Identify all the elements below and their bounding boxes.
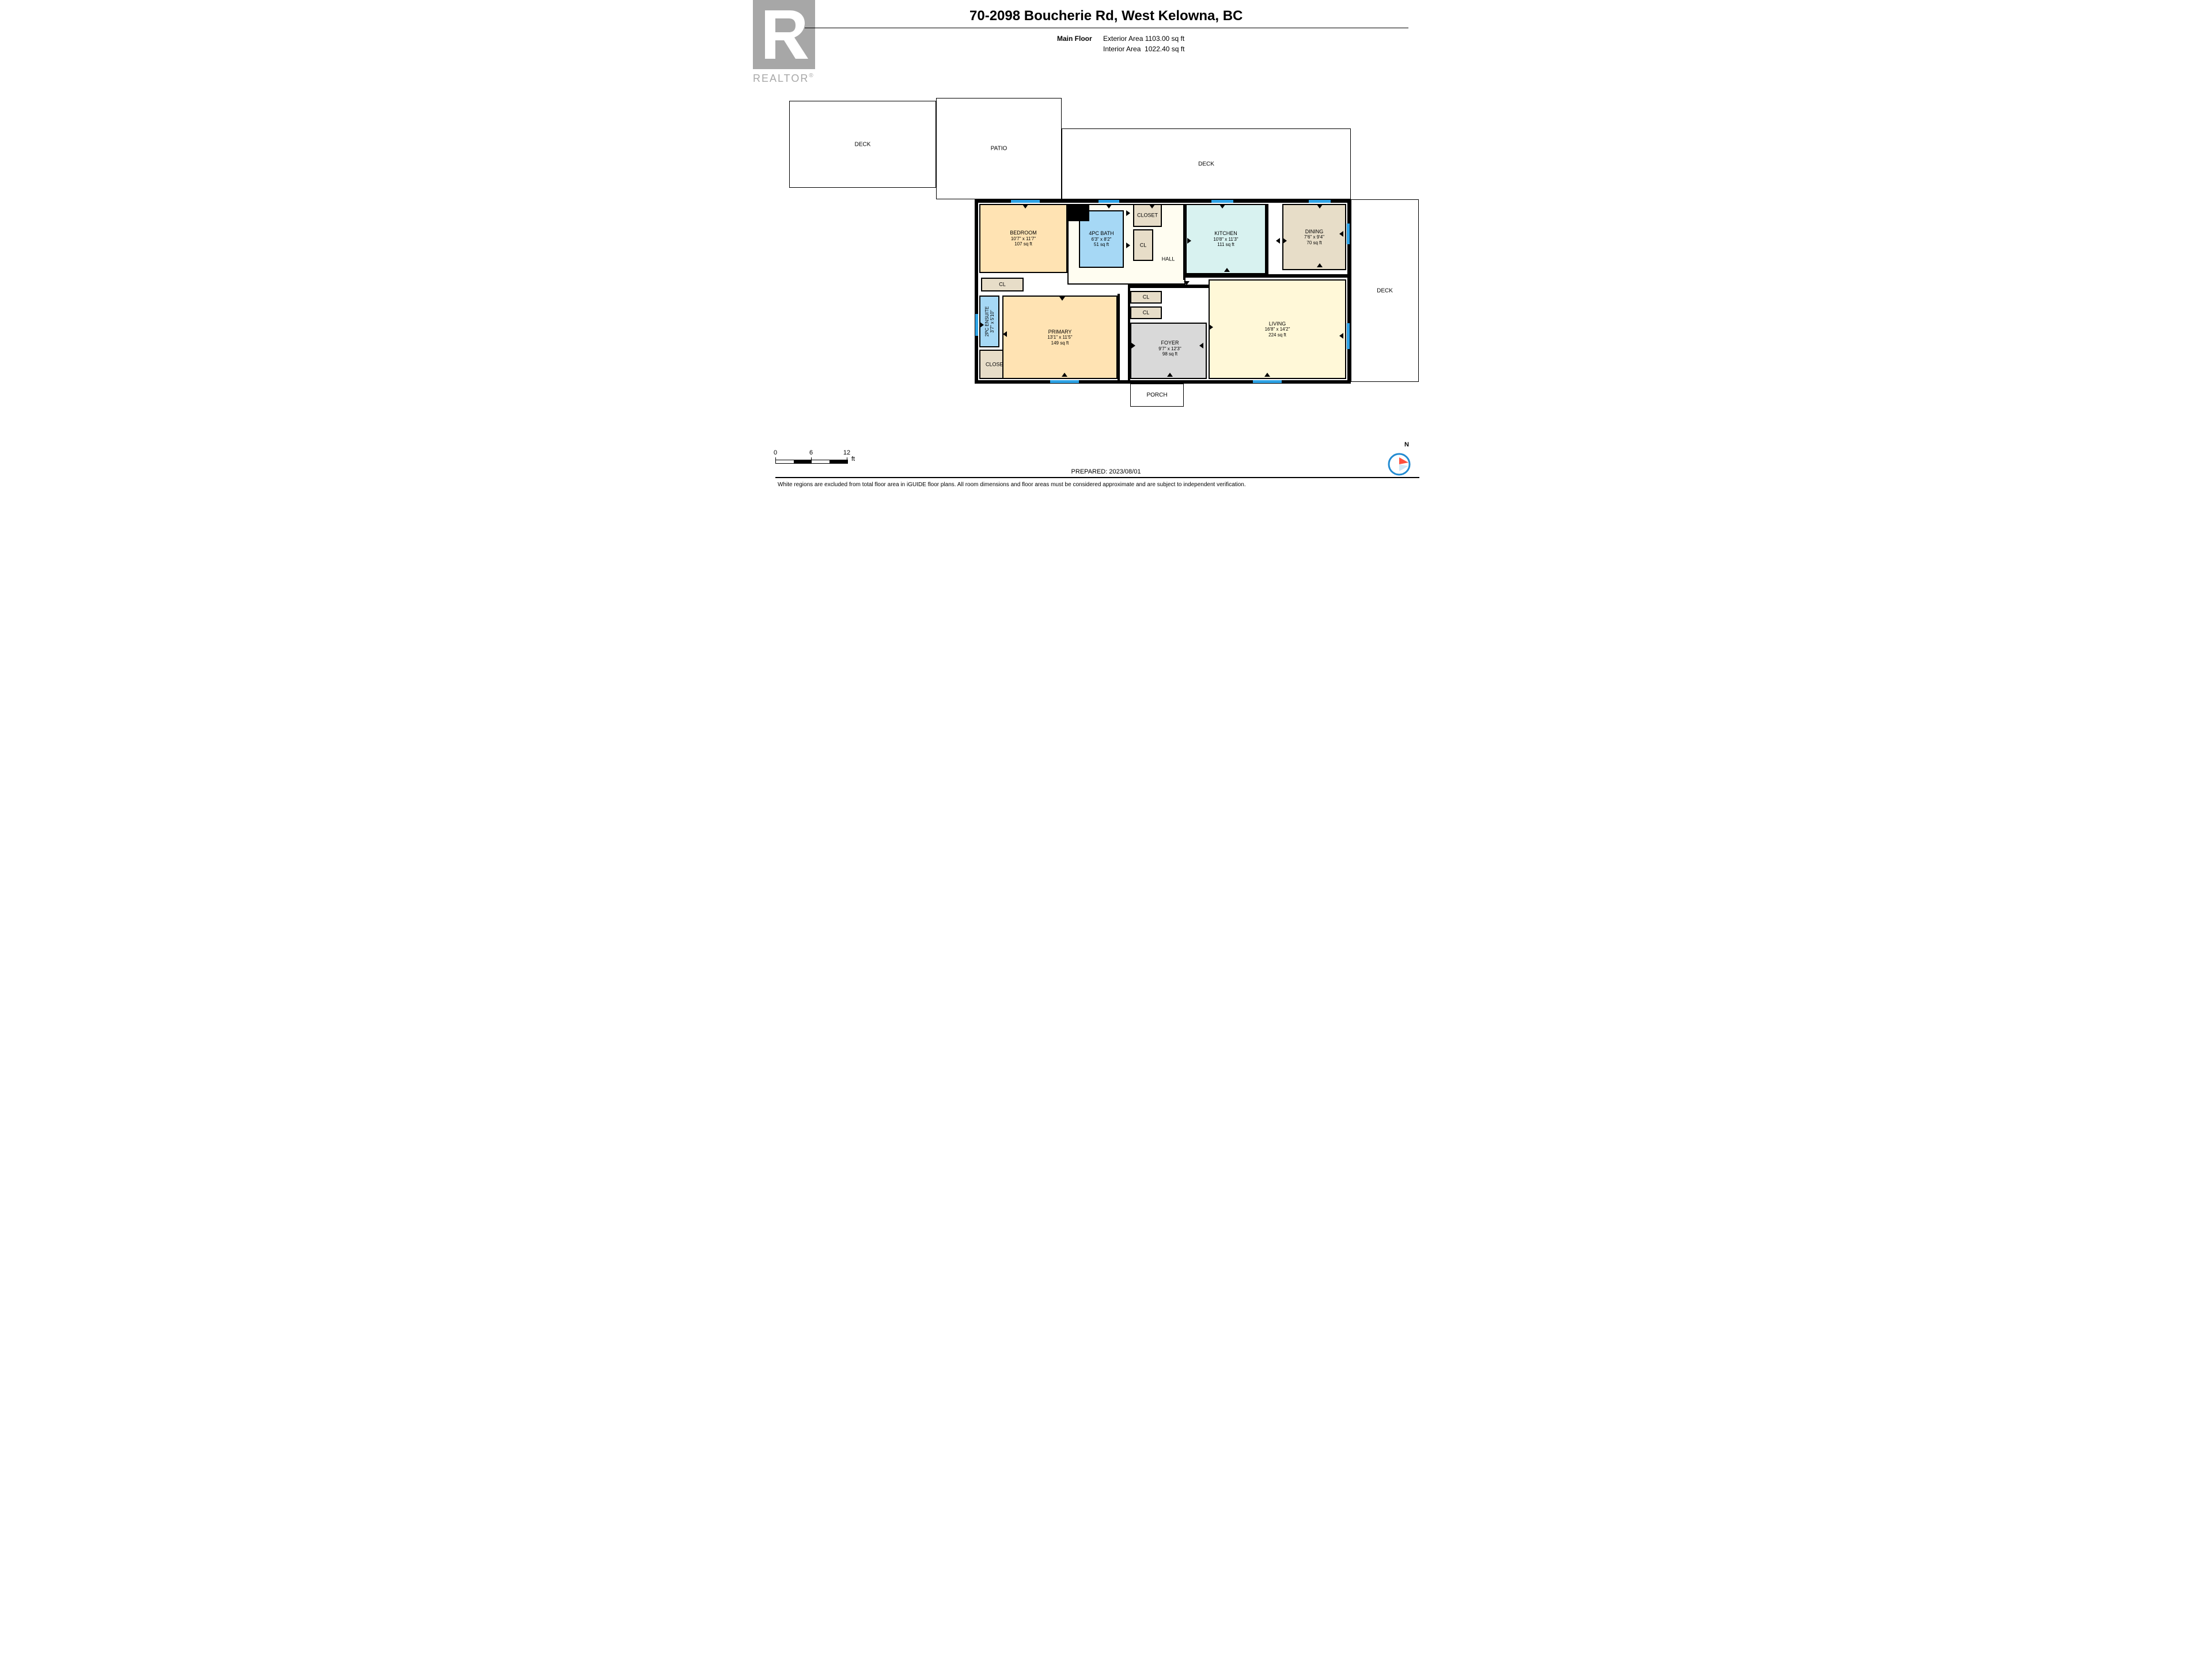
dim-arrow [1187, 238, 1191, 244]
dim-arrow [1003, 331, 1007, 337]
dim-arrow [1283, 238, 1287, 244]
dim-arrow [1059, 297, 1065, 301]
page-title: 70-2098 Boucherie Rd, West Kelowna, BC [969, 8, 1243, 24]
deck-label: DECK [855, 141, 871, 147]
room-label-bath: 4PC BATH6'3" x 8'2"51 sq ft [1089, 230, 1113, 248]
disclaimer: White regions are excluded from total fl… [778, 482, 1417, 488]
room-label-cl2: CL [1140, 242, 1147, 248]
dim-arrow [1317, 204, 1323, 209]
scale-number: 0 [774, 449, 777, 456]
dim-arrow [1062, 373, 1067, 377]
interior-wall [1128, 285, 1130, 380]
deck-label: PATIO [991, 146, 1007, 152]
room-label-dining: DINING7'6" x 9'4"70 sq ft [1304, 229, 1324, 246]
window [1347, 224, 1350, 244]
deck-label: DECK [1377, 287, 1393, 294]
scale-bar-strip [775, 460, 848, 464]
window [1309, 200, 1331, 203]
room-label-kitchen: KITCHEN10'8" x 11'3"111 sq ft [1213, 230, 1238, 248]
dim-arrow [1106, 204, 1112, 209]
dim-arrow [1199, 343, 1203, 349]
window [1011, 200, 1040, 203]
exterior-wall [975, 199, 978, 384]
room-label-closet1: CLOSET [1137, 213, 1158, 219]
scale-number: 12 [843, 449, 850, 456]
dim-arrow [1131, 343, 1135, 349]
room-label-bedroom: BEDROOM10'7" x 11'7"107 sq ft [1010, 230, 1037, 247]
dim-arrow [980, 322, 984, 328]
ext-area-row: Exterior Area 1103.00 sq ft [1103, 35, 1184, 43]
room-label-ensuite: 2PC ENSUITE3'7" x 5'10" [984, 306, 995, 336]
realtor-text: REALTOR® [753, 73, 815, 85]
dim-arrow [1339, 231, 1343, 237]
room-label-cl4: CL [1143, 294, 1150, 301]
window [1050, 380, 1079, 383]
canvas: REALTOR® 70-2098 Boucherie Rd, West Kelo… [737, 0, 1475, 553]
wall-block [1067, 204, 1089, 221]
scale-number: 6 [809, 449, 813, 456]
dim-arrow [1184, 281, 1190, 285]
floor-label: Main Floor [1057, 35, 1092, 43]
dim-arrow [1276, 238, 1280, 244]
dim-arrow [1149, 204, 1155, 209]
window [1099, 200, 1119, 203]
dim-arrow [1264, 373, 1270, 377]
dim-arrow [1126, 243, 1130, 248]
dim-arrow [1167, 373, 1173, 377]
room-label-foyer: FOYER9'7" x 12'3"98 sq ft [1158, 340, 1181, 357]
interior-wall [1266, 204, 1268, 274]
window [975, 314, 978, 336]
prepared-date: PREPARED: 2023/08/01 [1071, 468, 1141, 475]
realtor-watermark: REALTOR® [746, 0, 828, 92]
dim-arrow [1219, 204, 1225, 209]
interior-wall [1118, 294, 1120, 380]
window [1347, 323, 1350, 349]
int-area-row: Interior Area 1022.40 sq ft [1103, 45, 1184, 53]
compass-icon [1387, 452, 1412, 480]
window [1253, 380, 1282, 383]
dim-arrow [1339, 333, 1343, 339]
bottom-rule [775, 477, 1419, 478]
room-label-cl3: CL [999, 282, 1006, 288]
deck-label: DECK [1198, 161, 1214, 167]
interior-wall [1183, 204, 1185, 280]
scale-unit: ft [851, 456, 855, 463]
dim-arrow [1317, 263, 1323, 267]
compass-n-label: N [1404, 441, 1409, 448]
room-label-hall: HALL [1162, 256, 1175, 263]
interior-wall [1128, 285, 1209, 288]
dim-arrow [1224, 268, 1230, 272]
deck-label: PORCH [1146, 392, 1167, 399]
dim-arrow [1126, 210, 1130, 216]
room-label-primary: PRIMARY13'1" x 11'5"149 sq ft [1047, 329, 1072, 346]
exterior-wall [975, 380, 1351, 384]
interior-wall [1185, 274, 1347, 278]
dim-arrow [1209, 324, 1213, 330]
room-label-cl5: CL [1143, 310, 1150, 316]
room-label-living: LIVING16'8" x 14'2"224 sq ft [1265, 321, 1290, 338]
dim-arrow [1022, 204, 1028, 209]
window [1211, 200, 1233, 203]
